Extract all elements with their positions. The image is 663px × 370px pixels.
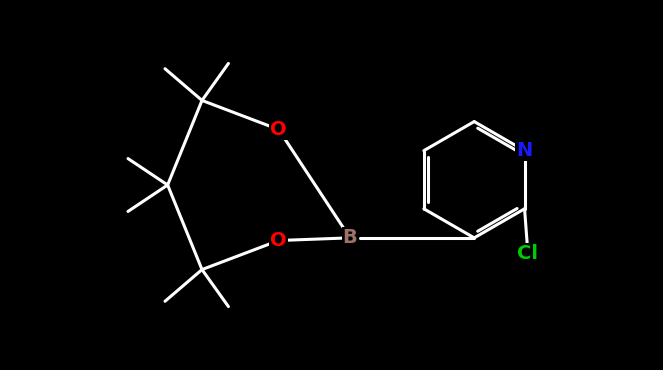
Text: B: B [343,228,357,248]
Text: N: N [516,141,532,160]
Text: O: O [271,231,287,250]
Text: Cl: Cl [516,244,538,263]
Text: O: O [271,120,287,139]
